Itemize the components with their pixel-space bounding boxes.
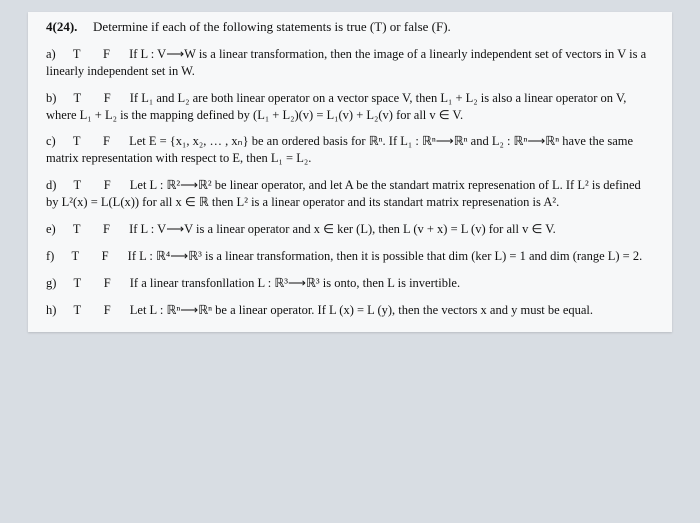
- item-h: h) T F Let L : ℝⁿ⟶ℝⁿ be a linear operato…: [46, 302, 654, 319]
- item-text: If L : V⟶W is a linear transformation, t…: [46, 47, 646, 78]
- item-label: b): [46, 91, 56, 105]
- tf-choice: T F: [71, 248, 110, 265]
- item-text: Let L : ℝⁿ⟶ℝⁿ be a linear operator. If L…: [130, 303, 593, 317]
- item-e: e) T F If L : V⟶V is a linear operator a…: [46, 221, 654, 238]
- choice-F: F: [104, 276, 113, 290]
- item-label: h): [46, 303, 56, 317]
- tf-choice: T F: [73, 133, 112, 150]
- item-label: g): [46, 276, 56, 290]
- tf-choice: T F: [73, 46, 112, 63]
- item-a: a) T F If L : V⟶W is a linear transforma…: [46, 46, 654, 80]
- choice-T: T: [71, 249, 81, 263]
- item-text: Let E = {x₁, x₂, … , xₙ} be an ordered b…: [46, 134, 633, 165]
- item-f: f) T F If L : ℝ⁴⟶ℝ³ is a linear transfor…: [46, 248, 654, 265]
- item-text: If a linear transfonllation L : ℝ³⟶ℝ³ is…: [130, 276, 460, 290]
- question-header: 4(24). Determine if each of the followin…: [46, 18, 654, 36]
- choice-T: T: [74, 91, 84, 105]
- question-desc: Determine if each of the following state…: [93, 19, 451, 34]
- item-label: c): [46, 134, 56, 148]
- question-page: 4(24). Determine if each of the followin…: [28, 12, 672, 332]
- choice-F: F: [104, 303, 113, 317]
- item-label: a): [46, 47, 56, 61]
- choice-F: F: [103, 134, 112, 148]
- choice-F: F: [102, 249, 111, 263]
- tf-choice: T F: [74, 302, 113, 319]
- item-text: Let L : ℝ²⟶ℝ² be linear operator, and le…: [46, 178, 641, 209]
- item-d: d) T F Let L : ℝ²⟶ℝ² be linear operator,…: [46, 177, 654, 211]
- choice-F: F: [103, 222, 112, 236]
- question-number: 4(24).: [46, 19, 77, 34]
- tf-choice: T F: [73, 221, 112, 238]
- choice-T: T: [74, 303, 84, 317]
- item-text: If L : V⟶V is a linear operator and x ∈ …: [129, 222, 556, 236]
- item-label: d): [46, 178, 56, 192]
- choice-T: T: [73, 47, 83, 61]
- item-label: f): [46, 249, 54, 263]
- tf-choice: T F: [74, 90, 113, 107]
- choice-T: T: [73, 222, 83, 236]
- tf-choice: T F: [74, 177, 113, 194]
- choice-T: T: [73, 134, 83, 148]
- choice-T: T: [74, 178, 84, 192]
- choice-F: F: [104, 91, 113, 105]
- tf-choice: T F: [74, 275, 113, 292]
- item-label: e): [46, 222, 56, 236]
- choice-T: T: [74, 276, 84, 290]
- item-text: If L₁ and L₂ are both linear operator on…: [46, 91, 626, 122]
- choice-F: F: [103, 47, 112, 61]
- item-text: If L : ℝ⁴⟶ℝ³ is a linear transformation,…: [128, 249, 643, 263]
- item-b: b) T F If L₁ and L₂ are both linear oper…: [46, 90, 654, 124]
- item-g: g) T F If a linear transfonllation L : ℝ…: [46, 275, 654, 292]
- item-c: c) T F Let E = {x₁, x₂, … , xₙ} be an or…: [46, 133, 654, 167]
- choice-F: F: [104, 178, 113, 192]
